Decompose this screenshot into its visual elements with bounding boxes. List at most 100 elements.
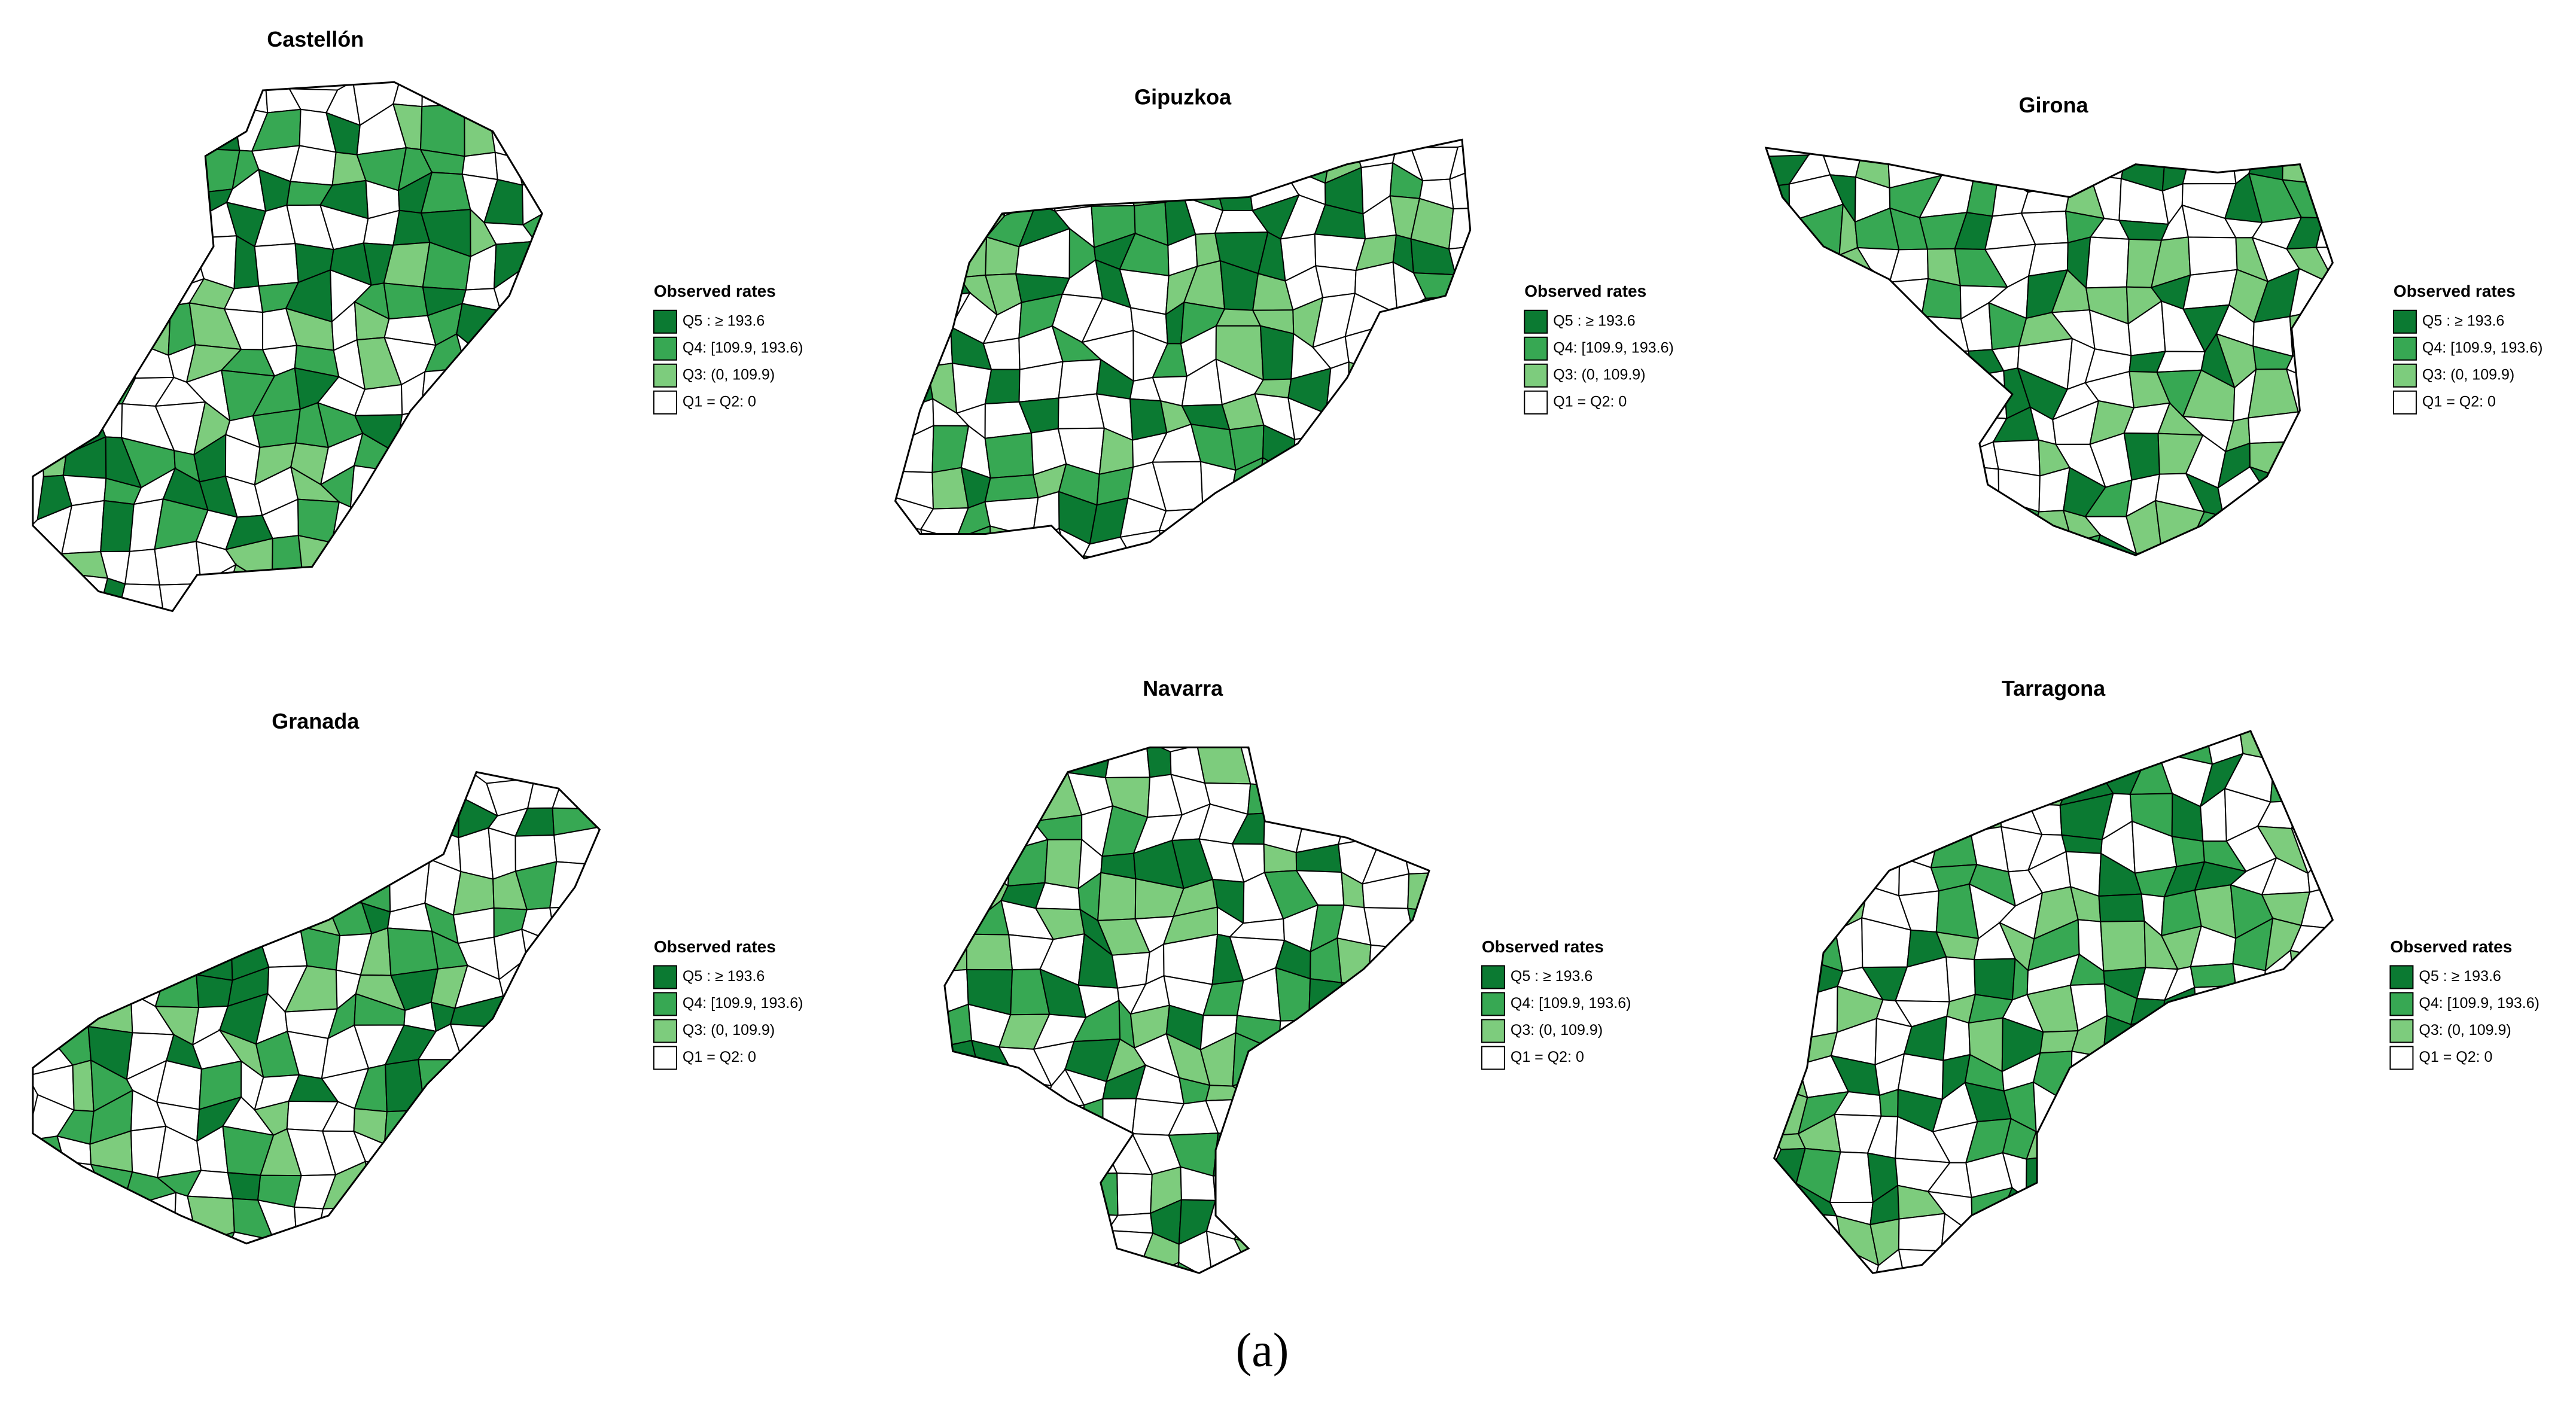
municipality: [2073, 730, 2103, 770]
municipality: [1444, 940, 1475, 973]
municipality: [1860, 538, 1893, 556]
municipality: [360, 1228, 402, 1244]
municipality: [521, 1255, 552, 1295]
municipality: [288, 1255, 333, 1293]
municipality: [1415, 530, 1466, 559]
municipality: [1254, 523, 1295, 559]
municipality: [944, 1142, 988, 1181]
municipality: [433, 795, 460, 839]
municipality: [2130, 998, 2166, 1026]
municipality: [1920, 278, 1962, 320]
municipality: [1290, 475, 1327, 501]
legend-swatch: [653, 1019, 677, 1043]
municipality: [1332, 1068, 1384, 1111]
municipality: [2100, 1083, 2136, 1137]
municipality: [944, 1269, 989, 1274]
municipality: [966, 1210, 1016, 1242]
municipality: [1774, 753, 1805, 805]
municipality: [1895, 761, 1942, 797]
municipality: [197, 1231, 236, 1244]
municipality: [63, 275, 105, 318]
legend-label: Q3: (0, 109.9): [683, 1022, 775, 1038]
municipality: [1036, 1139, 1086, 1181]
municipality: [1189, 139, 1228, 174]
municipality: [1406, 949, 1430, 982]
municipality: [2227, 1293, 2276, 1326]
municipality: [976, 1267, 1022, 1274]
municipality: [2097, 735, 2145, 770]
municipality: [2338, 1199, 2369, 1234]
municipalities: [1765, 148, 2333, 619]
municipality: [2327, 338, 2333, 388]
municipality: [2157, 1088, 2212, 1129]
municipality: [1820, 465, 1871, 522]
municipality: [2256, 1223, 2300, 1268]
municipality: [582, 1008, 600, 1031]
legend-swatch: [2389, 1019, 2414, 1043]
municipality: [1319, 433, 1357, 479]
municipality: [1992, 1214, 2042, 1256]
municipality: [2248, 148, 2284, 181]
municipality: [2225, 1120, 2277, 1159]
municipality: [1427, 1070, 1430, 1104]
municipality: [1795, 547, 1826, 556]
municipality: [1861, 517, 1904, 551]
municipality: [2028, 1287, 2077, 1328]
municipality: [123, 932, 173, 968]
municipality: [558, 401, 590, 452]
municipality: [1890, 573, 1941, 608]
municipality: [2258, 497, 2301, 550]
municipality: [361, 1261, 405, 1309]
map-panel: Girona Observed rates Q5 : ≥ 193.6 Q4: [109…: [1764, 93, 2542, 619]
municipality: [1120, 139, 1167, 183]
municipality: [1367, 944, 1418, 986]
municipality: [2077, 1290, 2111, 1320]
municipality: [2161, 1015, 2210, 1069]
municipality: [165, 82, 204, 124]
municipality: [2161, 1284, 2206, 1316]
municipality: [1898, 1248, 1942, 1274]
municipality: [627, 868, 665, 906]
municipality: [1495, 565, 1519, 612]
municipality: [95, 634, 132, 672]
municipality: [1796, 833, 1850, 873]
municipality: [1427, 747, 1430, 784]
municipality: [2334, 1022, 2374, 1065]
municipality: [2204, 1259, 2247, 1274]
municipality: [631, 1029, 656, 1074]
municipality: [2038, 1213, 2073, 1250]
municipality: [463, 82, 492, 111]
municipality: [1861, 571, 1908, 619]
municipality: [495, 550, 531, 575]
municipality: [1774, 730, 1804, 773]
municipality: [983, 566, 1036, 606]
municipality: [1290, 495, 1327, 533]
municipality: [2255, 1020, 2312, 1055]
municipality: [2170, 1187, 2213, 1215]
municipality: [971, 1167, 1004, 1218]
municipality: [1765, 239, 1808, 275]
municipality: [530, 604, 543, 611]
municipality: [185, 772, 243, 815]
municipality: [524, 569, 543, 611]
municipality: [2331, 406, 2333, 451]
municipality: [521, 371, 543, 410]
municipality: [452, 543, 501, 580]
municipality: [64, 614, 108, 651]
municipality: [1426, 360, 1467, 412]
municipality: [459, 638, 498, 671]
municipality: [2207, 1060, 2245, 1097]
municipality: [2325, 1233, 2333, 1269]
legend-swatch: [653, 336, 677, 361]
municipality: [483, 310, 534, 358]
municipality: [316, 1206, 372, 1242]
municipality: [488, 1132, 533, 1175]
municipality: [1412, 1165, 1430, 1214]
municipality: [1135, 563, 1170, 599]
municipality: [349, 500, 393, 540]
legend-swatch: [653, 390, 677, 415]
municipality: [35, 1160, 77, 1210]
municipality: [54, 304, 106, 358]
municipality: [1308, 1009, 1351, 1040]
municipality: [1381, 565, 1428, 609]
